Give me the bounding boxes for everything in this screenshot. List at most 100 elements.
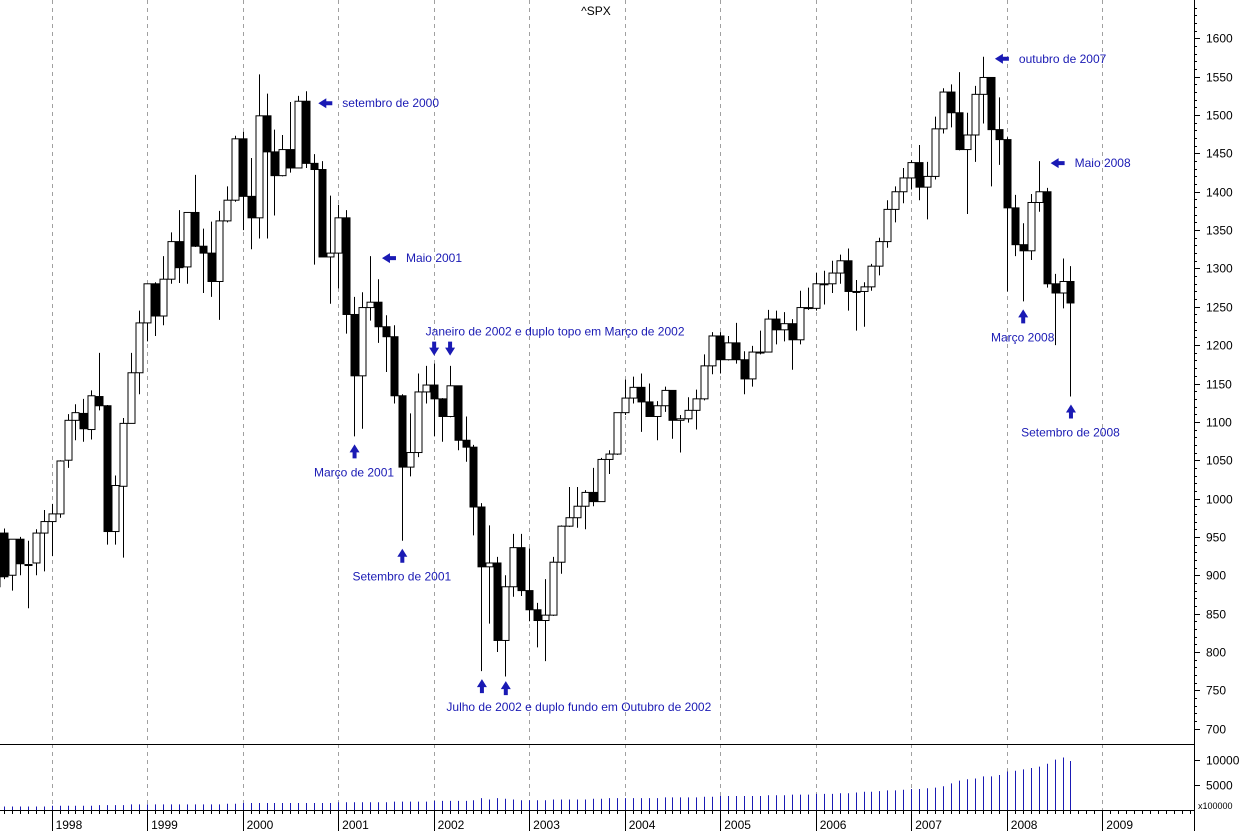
candle-body bbox=[573, 505, 582, 519]
candle-body bbox=[342, 217, 351, 315]
x-tick-label: 2003 bbox=[533, 818, 560, 831]
candle-body bbox=[947, 91, 956, 114]
annotation-arrow bbox=[994, 53, 1009, 64]
candle-body bbox=[1027, 201, 1036, 252]
candle-body bbox=[493, 562, 502, 641]
candle-body bbox=[398, 395, 407, 468]
annotation-label: outubro de 2007 bbox=[1019, 52, 1107, 66]
candle-body bbox=[899, 177, 908, 193]
candle-body bbox=[581, 491, 590, 507]
candle-body bbox=[430, 384, 439, 400]
candle-body bbox=[700, 365, 709, 400]
candle-body bbox=[414, 391, 423, 454]
candle-body bbox=[939, 91, 948, 130]
annotations: setembro de 2000 Maio 2001 Março de 2001 Se… bbox=[314, 52, 1131, 714]
y-tick-label: 1050 bbox=[1206, 454, 1233, 468]
candle-body bbox=[462, 439, 471, 448]
candle-body bbox=[263, 115, 272, 153]
candle-body bbox=[764, 318, 773, 353]
candle-body bbox=[597, 458, 606, 503]
candle-body bbox=[804, 307, 813, 310]
candle-body bbox=[1066, 280, 1075, 304]
annotation-label: Janeiro de 2002 e duplo topo em Março de… bbox=[426, 325, 685, 339]
candle-body bbox=[509, 547, 518, 588]
candle-body bbox=[48, 513, 57, 523]
candle-body bbox=[716, 335, 725, 361]
candle-body bbox=[16, 538, 25, 565]
x-tick-label: 2008 bbox=[1011, 818, 1038, 831]
candle-body bbox=[40, 521, 49, 534]
annotation-arrow bbox=[1065, 404, 1076, 419]
candle-body bbox=[1051, 283, 1060, 294]
candle-body bbox=[613, 412, 622, 455]
y-tick-label: 1000 bbox=[1206, 493, 1233, 507]
annotation-arrow bbox=[476, 679, 487, 694]
candle-body bbox=[127, 372, 136, 424]
candle-body bbox=[748, 351, 757, 380]
candle-body bbox=[32, 532, 41, 564]
candle-body bbox=[860, 286, 869, 292]
candle-body bbox=[788, 323, 797, 341]
annotation-arrow bbox=[318, 98, 333, 109]
annotation-label: Maio 2001 bbox=[406, 251, 462, 265]
candle-body bbox=[477, 506, 486, 568]
candle-body bbox=[549, 561, 558, 616]
annotation-arrow bbox=[445, 341, 456, 356]
candle-body bbox=[207, 252, 216, 282]
candle-body bbox=[8, 538, 17, 576]
candle-body bbox=[987, 76, 996, 131]
candle-body bbox=[605, 453, 614, 460]
candle-body bbox=[661, 389, 670, 407]
candle-body bbox=[175, 241, 184, 269]
x-tick-label: 2005 bbox=[724, 818, 751, 831]
x-tick-label: 2000 bbox=[247, 818, 274, 831]
candle-body bbox=[159, 278, 168, 317]
candle-body bbox=[812, 283, 821, 309]
y-tick-label: 1200 bbox=[1206, 339, 1233, 353]
candle-body bbox=[724, 342, 733, 361]
candle-body bbox=[95, 396, 104, 407]
y-tick-label: 1350 bbox=[1206, 224, 1233, 238]
candle-body bbox=[676, 418, 685, 421]
candle-body bbox=[366, 301, 375, 309]
chart-title: ^SPX bbox=[581, 4, 611, 18]
candle-body bbox=[374, 301, 383, 328]
candle-body bbox=[692, 398, 701, 411]
x-tick-label: 2001 bbox=[342, 818, 369, 831]
candle-body bbox=[907, 162, 916, 179]
candle-body bbox=[883, 208, 892, 243]
annotation-label: Julho de 2002 e duplo fundo em Outubro d… bbox=[446, 700, 711, 714]
candle-body bbox=[135, 322, 144, 374]
candle-body bbox=[390, 336, 399, 397]
annotation-arrow bbox=[500, 681, 511, 696]
candle-body bbox=[740, 359, 749, 380]
candle-body bbox=[820, 283, 829, 286]
y-tick-label: 1550 bbox=[1206, 71, 1233, 85]
y-tick-label: 1500 bbox=[1206, 109, 1233, 123]
candle-body bbox=[255, 115, 264, 219]
candle-body bbox=[24, 564, 33, 567]
candle-body bbox=[828, 272, 837, 285]
candle-body bbox=[629, 386, 638, 399]
y-tick-label: 700 bbox=[1206, 723, 1226, 737]
candle-body bbox=[358, 307, 367, 377]
candle-body bbox=[294, 100, 303, 169]
candle-body bbox=[239, 138, 248, 197]
annotation-arrow bbox=[1018, 309, 1029, 324]
y-tick-label: 950 bbox=[1206, 531, 1226, 545]
candle-body bbox=[923, 175, 932, 188]
candle-body bbox=[302, 100, 311, 164]
candle-body bbox=[796, 307, 805, 341]
candle-body bbox=[1003, 139, 1012, 209]
candle-body bbox=[525, 590, 534, 611]
x-tick-label: 2009 bbox=[1106, 818, 1133, 831]
annotation-label: Setembro de 2001 bbox=[352, 570, 451, 584]
candle-body bbox=[310, 162, 319, 171]
annotation-arrow bbox=[1050, 158, 1065, 169]
candle-body bbox=[167, 241, 176, 280]
volume-tick-label: 5000 bbox=[1206, 779, 1233, 793]
candle-body bbox=[326, 252, 335, 258]
candle-body bbox=[732, 342, 741, 361]
candle-body bbox=[0, 532, 9, 578]
